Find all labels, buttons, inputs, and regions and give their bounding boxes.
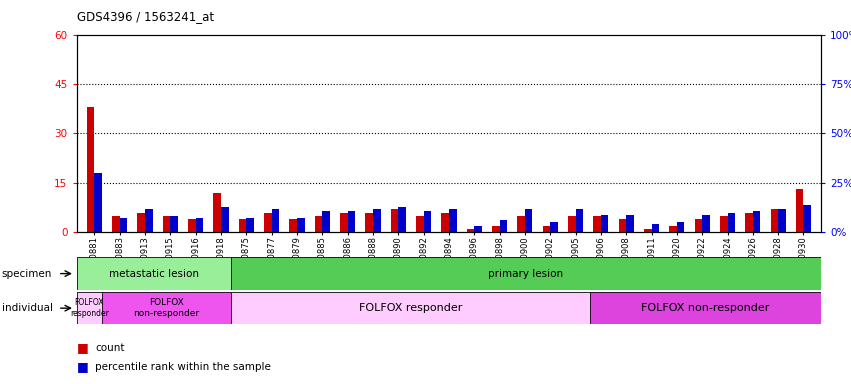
Bar — [77, 257, 231, 290]
Bar — [340, 213, 347, 232]
Bar — [163, 216, 170, 232]
Bar — [770, 209, 778, 232]
Bar — [694, 219, 702, 232]
Bar — [231, 257, 821, 290]
Bar — [77, 292, 102, 324]
Text: FOLFOX responder: FOLFOX responder — [359, 303, 462, 313]
Bar — [568, 216, 575, 232]
Bar — [652, 224, 660, 232]
Bar — [720, 216, 728, 232]
Bar — [246, 218, 254, 232]
Bar — [373, 209, 380, 232]
Bar — [644, 229, 652, 232]
Text: specimen: specimen — [2, 268, 52, 279]
Bar — [170, 217, 178, 232]
Bar — [87, 107, 94, 232]
Text: GDS4396 / 1563241_at: GDS4396 / 1563241_at — [77, 10, 214, 23]
Bar — [575, 209, 583, 232]
Bar — [137, 213, 145, 232]
Bar — [492, 226, 500, 232]
Bar — [289, 219, 297, 232]
Text: count: count — [95, 343, 125, 353]
Bar — [551, 222, 557, 232]
Bar — [120, 218, 128, 232]
Bar — [601, 215, 608, 232]
Bar — [728, 213, 735, 232]
Bar — [669, 226, 677, 232]
Bar — [449, 209, 456, 232]
Bar — [677, 222, 684, 232]
Bar — [297, 218, 305, 232]
Bar — [323, 210, 330, 232]
Bar — [315, 216, 323, 232]
Bar — [619, 219, 626, 232]
Bar — [525, 209, 533, 232]
Bar — [424, 210, 431, 232]
Bar — [398, 207, 406, 232]
Bar — [702, 215, 710, 232]
Bar — [238, 219, 246, 232]
Bar — [626, 215, 634, 232]
Bar — [543, 226, 551, 232]
Bar — [778, 209, 785, 232]
Bar — [442, 213, 449, 232]
Bar — [112, 216, 120, 232]
Bar — [145, 209, 152, 232]
Text: FOLFOX
responder: FOLFOX responder — [70, 298, 109, 318]
Bar — [391, 209, 398, 232]
Bar — [796, 189, 803, 232]
Bar — [590, 292, 821, 324]
Bar — [745, 213, 753, 232]
Text: ■: ■ — [77, 341, 89, 354]
Bar — [102, 292, 231, 324]
Bar — [221, 207, 229, 232]
Text: FOLFOX
non-responder: FOLFOX non-responder — [134, 298, 199, 318]
Bar — [517, 216, 525, 232]
Bar — [231, 292, 590, 324]
Text: FOLFOX non-responder: FOLFOX non-responder — [642, 303, 770, 313]
Bar — [416, 216, 424, 232]
Bar — [271, 209, 279, 232]
Bar — [593, 216, 601, 232]
Text: primary lesion: primary lesion — [488, 268, 563, 279]
Bar — [347, 210, 355, 232]
Bar — [500, 220, 507, 232]
Bar — [753, 210, 761, 232]
Bar — [803, 205, 811, 232]
Bar — [188, 219, 196, 232]
Text: percentile rank within the sample: percentile rank within the sample — [95, 362, 271, 372]
Bar — [264, 213, 271, 232]
Bar — [196, 218, 203, 232]
Bar — [94, 173, 102, 232]
Bar — [474, 227, 482, 232]
Text: individual: individual — [2, 303, 53, 313]
Text: ■: ■ — [77, 360, 89, 373]
Text: metastatic lesion: metastatic lesion — [109, 268, 198, 279]
Bar — [365, 213, 373, 232]
Bar — [466, 229, 474, 232]
Bar — [214, 193, 221, 232]
